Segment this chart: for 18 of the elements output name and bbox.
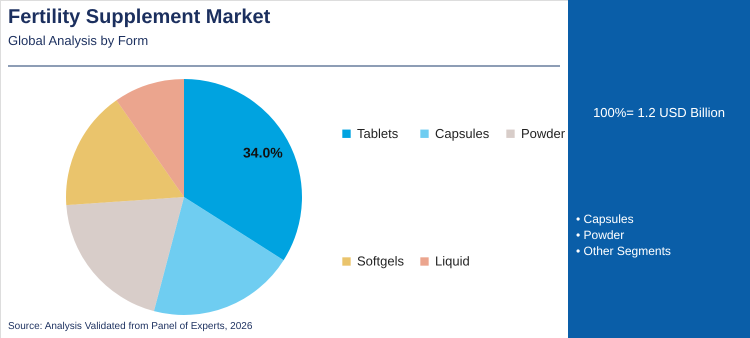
data-label: 34.0%	[243, 144, 284, 161]
pie-slice	[184, 79, 302, 260]
text: • Capsules	[576, 212, 634, 226]
chart-title: Fertility Supplement Market	[8, 6, 271, 28]
text: • Other Segments	[576, 244, 671, 258]
text: • Powder	[576, 228, 624, 242]
pie-slice	[66, 100, 184, 206]
legend-label: Softgels	[357, 254, 404, 268]
pie-slice	[116, 79, 184, 197]
text: 100%= 1.2 USD Billion	[593, 105, 725, 120]
pie-slice	[66, 197, 184, 312]
legend-label: Liquid	[435, 254, 470, 268]
source-note: Source: Analysis Validated from Panel of Experts, 2026	[8, 321, 253, 332]
legend-label: Tablets	[357, 126, 399, 141]
chart-subtitle: Global Analysis by Form	[8, 33, 148, 48]
legend-label: Capsules	[435, 126, 490, 141]
legend-label: Powder	[521, 126, 566, 141]
pie-slice	[154, 197, 284, 315]
